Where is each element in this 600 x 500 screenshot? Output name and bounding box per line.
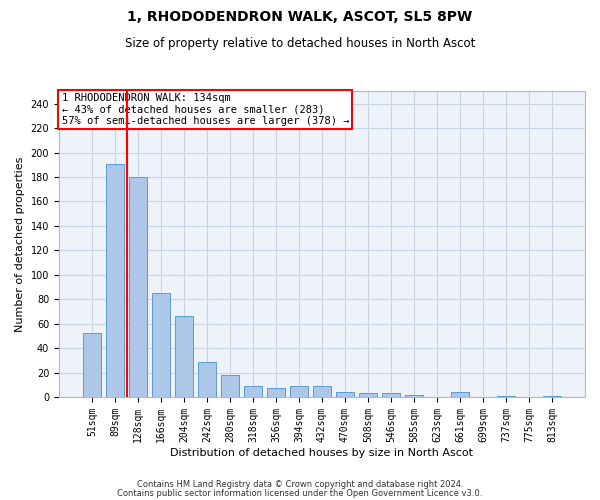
Bar — [405, 394, 423, 397]
Text: Contains public sector information licensed under the Open Government Licence v3: Contains public sector information licen… — [118, 489, 482, 498]
Bar — [313, 386, 331, 397]
Y-axis label: Number of detached properties: Number of detached properties — [15, 156, 25, 332]
Bar — [83, 334, 101, 397]
Bar — [152, 293, 170, 397]
Bar — [451, 392, 469, 397]
Bar — [542, 396, 561, 397]
Bar — [106, 164, 124, 397]
Bar — [382, 394, 400, 397]
Bar — [267, 388, 285, 397]
Bar — [221, 375, 239, 397]
Text: 1, RHODODENDRON WALK, ASCOT, SL5 8PW: 1, RHODODENDRON WALK, ASCOT, SL5 8PW — [127, 10, 473, 24]
Bar — [336, 392, 354, 397]
Bar — [290, 386, 308, 397]
Bar — [129, 177, 147, 397]
Bar — [175, 316, 193, 397]
Text: Contains HM Land Registry data © Crown copyright and database right 2024.: Contains HM Land Registry data © Crown c… — [137, 480, 463, 489]
Bar — [497, 396, 515, 397]
Bar — [198, 362, 216, 397]
Text: 1 RHODODENDRON WALK: 134sqm
← 43% of detached houses are smaller (283)
57% of se: 1 RHODODENDRON WALK: 134sqm ← 43% of det… — [62, 93, 349, 126]
Bar — [359, 394, 377, 397]
Text: Size of property relative to detached houses in North Ascot: Size of property relative to detached ho… — [125, 38, 475, 51]
X-axis label: Distribution of detached houses by size in North Ascot: Distribution of detached houses by size … — [170, 448, 473, 458]
Bar — [244, 386, 262, 397]
